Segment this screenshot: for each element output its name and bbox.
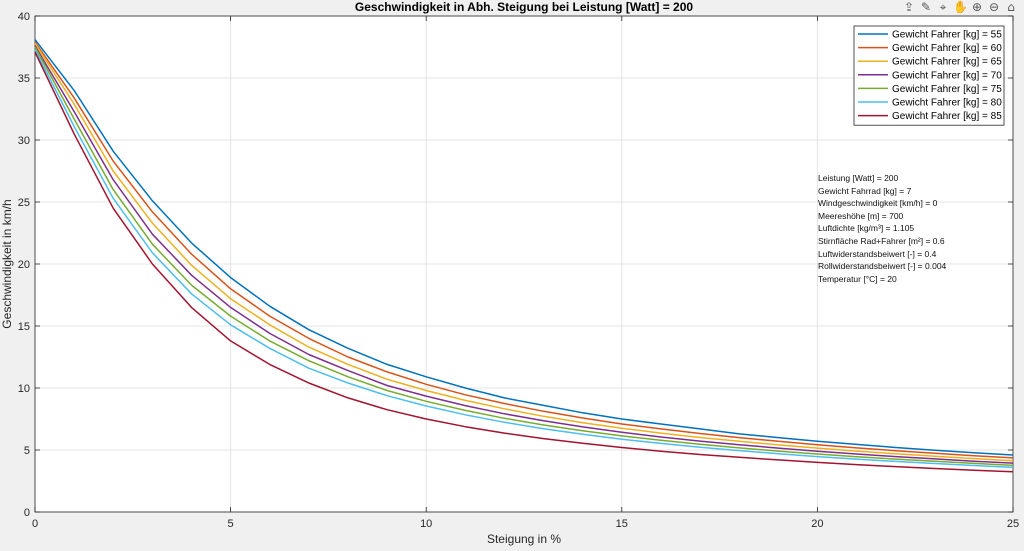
x-axis-label: Steigung in % xyxy=(487,532,561,546)
legend-label: Gewicht Fahrer [kg] = 75 xyxy=(892,84,1002,95)
y-tick-label: 25 xyxy=(18,197,30,209)
x-tick-label: 0 xyxy=(32,518,38,530)
series-line-6 xyxy=(34,49,1014,469)
x-tick-label: 20 xyxy=(811,518,823,530)
brush-icon[interactable]: ✎ xyxy=(920,0,932,14)
y-axis-label: Geschwindigkeit in km/h xyxy=(0,199,14,328)
x-tick-label: 25 xyxy=(1007,518,1019,530)
legend-label: Gewicht Fahrer [kg] = 60 xyxy=(892,43,1002,54)
zoom-out-icon[interactable]: ⊖ xyxy=(988,0,1000,14)
info-line: Luftwiderstandsbeiwert [-] = 0.4 xyxy=(818,248,937,259)
pan-icon[interactable]: ✋ xyxy=(953,0,968,14)
info-line: Leistung [Watt] = 200 xyxy=(818,173,899,183)
y-tick-label: 15 xyxy=(18,321,30,333)
legend-label: Gewicht Fahrer [kg] = 85 xyxy=(892,111,1002,122)
chart-title: Geschwindigkeit in Abh. Steigung bei Lei… xyxy=(355,0,693,14)
x-tick-label: 15 xyxy=(616,518,628,530)
series-line-4 xyxy=(34,45,1014,464)
legend-box xyxy=(853,25,1005,126)
y-tick-label: 30 xyxy=(18,135,30,147)
y-tick-label: 40 xyxy=(18,11,30,23)
legend-label: Gewicht Fahrer [kg] = 80 xyxy=(892,98,1002,109)
export-icon[interactable]: ⇪ xyxy=(903,0,915,14)
info-line: Gewicht Fahrrad [kg] = 7 xyxy=(818,185,912,196)
info-line: Meereshöhe [m] = 700 xyxy=(818,210,904,221)
y-tick-label: 0 xyxy=(24,507,30,519)
legend-label: Gewicht Fahrer [kg] = 65 xyxy=(892,57,1002,68)
series-line-3 xyxy=(34,42,1014,462)
x-tick-label: 5 xyxy=(228,518,234,530)
parameter-info-box: Leistung [Watt] = 200 Gewicht Fahrrad [k… xyxy=(818,172,946,285)
y-tick-label: 10 xyxy=(18,383,30,395)
info-line: Luftdichte [kg/m³] = 1.105 xyxy=(818,223,915,234)
series-line-5 xyxy=(34,46,1014,467)
y-tick-label: 5 xyxy=(24,445,30,457)
legend: Gewicht Fahrer [kg] = 55 Gewicht Fahrer [… xyxy=(853,25,1005,126)
info-line: Temperatur [°C] = 20 xyxy=(818,273,897,284)
info-line: Windgeschwindigkeit [km/h] = 0 xyxy=(818,198,938,209)
legend-label: Gewicht Fahrer [kg] = 70 xyxy=(892,70,1002,81)
legend-label: Gewicht Fahrer [kg] = 55 xyxy=(892,30,1002,41)
datatip-icon[interactable]: ⌖ xyxy=(939,0,947,14)
figure-toolbar: ⇪ ✎ ⌖ ✋ ⊕ ⊖ ⌂ xyxy=(902,0,1018,14)
series-line-7 xyxy=(34,51,1014,473)
home-icon[interactable]: ⌂ xyxy=(1007,0,1015,14)
zoom-in-icon[interactable]: ⊕ xyxy=(971,0,983,14)
x-tick-label: 10 xyxy=(420,518,432,530)
info-line: Rollwiderstandsbeiwert [-] = 0.004 xyxy=(818,261,947,272)
y-tick-label: 20 xyxy=(18,259,30,271)
series-line-1 xyxy=(34,39,1014,456)
info-line: Stirnfläche Rad+Fahrer [m²] = 0.6 xyxy=(818,235,945,246)
series-line-2 xyxy=(34,41,1014,459)
y-tick-label: 35 xyxy=(18,73,30,85)
